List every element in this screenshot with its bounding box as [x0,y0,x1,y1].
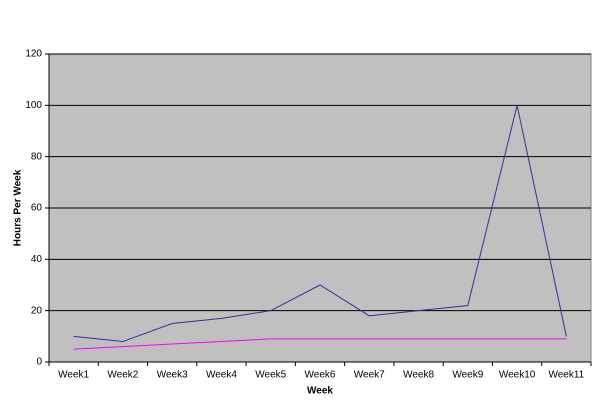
x-tick-label: Week4 [206,370,237,381]
x-tick-label: Week5 [255,370,286,381]
series-line [73,338,567,350]
y-tick-label: 40 [31,254,43,265]
x-tick-label: Week6 [305,370,336,381]
y-tick-label: 80 [31,151,43,162]
y-tick-label: 20 [31,305,43,316]
y-tick-label: 60 [31,203,43,214]
y-axis-title: Hours Per Week [13,169,24,246]
x-tick-label: Week7 [354,370,385,381]
x-tick-label: Week2 [107,370,138,381]
x-tick-label: Week10 [499,370,536,381]
series-line [73,105,567,342]
y-tick-label: 100 [25,100,42,111]
x-tick-label: Week3 [157,370,188,381]
x-tick-label: Week1 [58,370,89,381]
y-tick-label: 0 [36,357,42,368]
x-axis-title: Week [307,386,333,397]
y-tick-label: 120 [25,49,42,60]
x-tick-label: Week8 [403,370,434,381]
x-tick-label: Week9 [452,370,483,381]
x-tick-label: Week11 [548,370,584,381]
